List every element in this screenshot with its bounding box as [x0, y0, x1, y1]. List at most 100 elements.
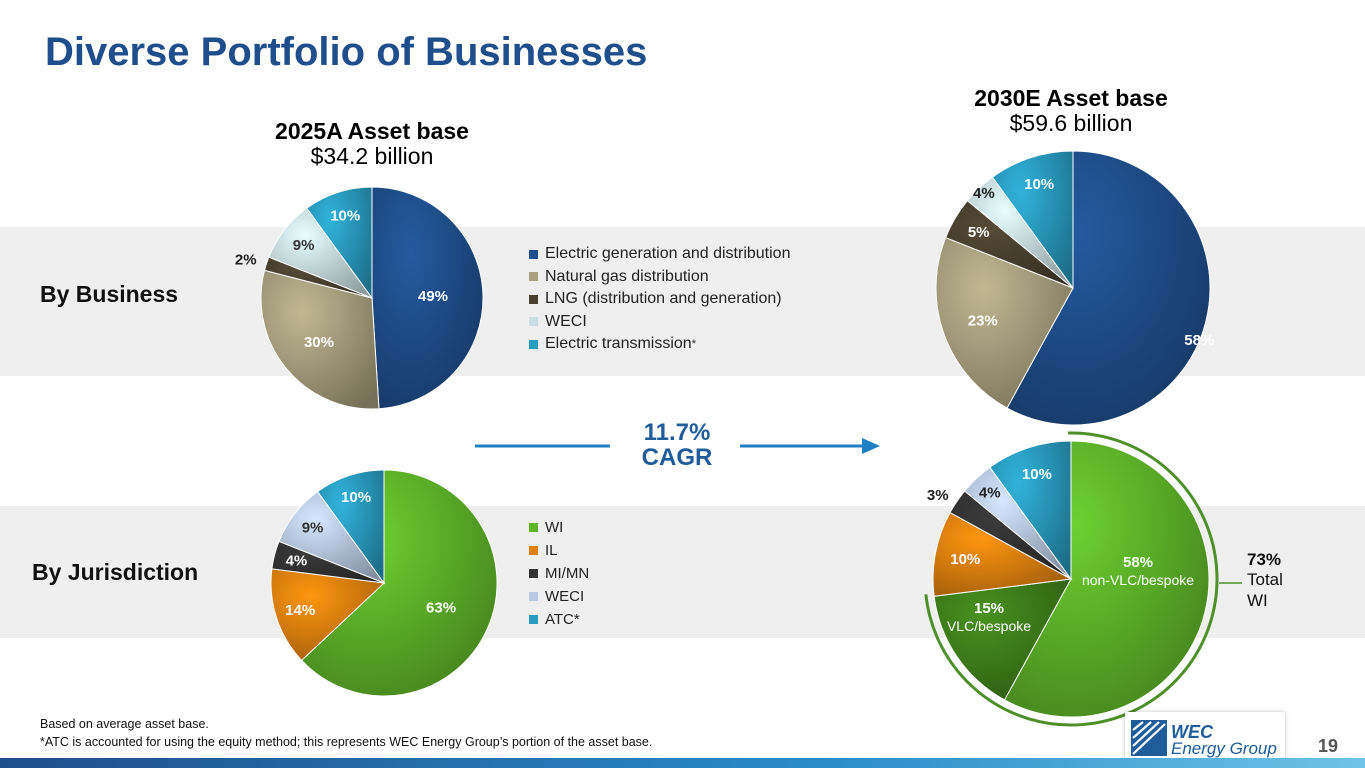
- pie-data-label: 10%: [950, 551, 980, 568]
- legend-item: WI: [529, 516, 589, 539]
- pie-data-label: 63%: [426, 600, 456, 617]
- pie-data-label: 10%: [1022, 466, 1052, 483]
- pie-2030-jurisdiction: 58%non-VLC/bespoke 15%VLC/bespoke 10% 3% 4% 1…: [924, 431, 1242, 727]
- pie-2025-jurisdiction: 63% 14% 4% 9% 10%: [270, 469, 498, 697]
- legend-label: LNG (distribution and generation): [545, 290, 782, 308]
- page-number: 19: [1318, 736, 1339, 756]
- legend-label: WI: [545, 519, 564, 536]
- chart-title-2030: 2030E Asset base $59.6 billion: [921, 85, 1221, 137]
- pie-slice-atc-: [316, 469, 385, 585]
- legend-item: MI/MN: [529, 562, 589, 585]
- cagr-callout: 11.7% CAGR: [612, 419, 742, 472]
- pie-data-label: 4%: [286, 553, 308, 570]
- total-wi-callout: 73% Total WI: [1247, 550, 1283, 611]
- total-wi-label-line1: Total: [1247, 570, 1283, 590]
- legend-item: WECI: [529, 311, 790, 334]
- total-wi-bracket-arc: [924, 431, 1219, 727]
- pie-data-label: 10%: [341, 489, 371, 506]
- legend-business: Electric generation and distribution Nat…: [529, 243, 790, 356]
- pie-2025-business: 49% 30% 2% 9% 10%: [235, 186, 484, 410]
- legend-label: Electric transmission: [545, 335, 692, 353]
- footnote-line1: Based on average asset base.: [40, 717, 209, 731]
- legend-label: Electric generation and distribution: [545, 245, 791, 263]
- footnote: Based on average asset base. *ATC is acc…: [40, 716, 652, 751]
- pie-data-label: 30%: [304, 334, 334, 351]
- legend-item: WECI: [529, 585, 589, 608]
- chart-title-2030-subtitle: $59.6 billion: [1009, 110, 1133, 137]
- legend-jurisdiction: WI IL MI/MN WECI ATC*: [529, 516, 589, 631]
- cagr-arrow: [475, 438, 880, 454]
- legend-swatch: [529, 523, 538, 532]
- row-label-business: By Business: [40, 281, 179, 307]
- legend-footnote-mark: *: [691, 338, 696, 351]
- slide-title: Diverse Portfolio of Businesses: [45, 30, 648, 74]
- pie-data-label: 14%: [285, 602, 315, 619]
- pie-2030-business: 58% 23% 5% 4% 10%: [935, 150, 1214, 426]
- chart-title-2025-subtitle: $34.2 billion: [310, 143, 434, 170]
- pie-data-label: 4%: [979, 484, 1001, 501]
- legend-swatch: [529, 546, 538, 555]
- pie-data-label: 15%: [974, 600, 1004, 617]
- legend-swatch: [529, 569, 538, 578]
- legend-item: Electric transmission *: [529, 333, 790, 356]
- pie-data-label: 49%: [418, 288, 448, 305]
- wec-logo-text: WEC Energy Group: [1171, 722, 1277, 759]
- legend-swatch: [529, 249, 538, 259]
- legend-label: MI/MN: [545, 565, 590, 582]
- pie-slice-non-vlc-bespoke: [1003, 440, 1210, 718]
- legend-item: ATC*: [529, 608, 589, 631]
- pie-data-label: 4%: [973, 185, 995, 202]
- legend-swatch: [529, 272, 538, 282]
- total-wi-label-line2: WI: [1247, 590, 1268, 610]
- legend-item: LNG (distribution and generation): [529, 288, 790, 311]
- pie-data-label: 10%: [1024, 176, 1054, 193]
- legend-label: WECI: [545, 588, 585, 605]
- wec-logo-line2: Energy Group: [1171, 739, 1277, 759]
- cagr-label: CAGR: [641, 444, 713, 472]
- legend-item: IL: [529, 539, 589, 562]
- pie-data-label: 58%: [1123, 554, 1153, 571]
- legend-swatch: [529, 317, 538, 327]
- pie-data-label: 58%: [1184, 332, 1214, 349]
- pie-data-label: 5%: [968, 224, 990, 241]
- legend-label: ATC*: [545, 611, 580, 628]
- pie-data-label: 9%: [302, 520, 324, 537]
- chart-title-2025: 2025A Asset base $34.2 billion: [222, 118, 522, 170]
- legend-label: WECI: [545, 312, 587, 330]
- legend-item: Electric generation and distribution: [529, 243, 790, 266]
- pie-slice-atc-: [989, 440, 1072, 581]
- pie-data-label: 10%: [330, 208, 360, 225]
- pie-slice-electric-generation-and-distribution: [371, 186, 484, 410]
- legend-swatch: [529, 592, 538, 601]
- pie-sublabel: VLC/bespoke: [947, 618, 1031, 634]
- legend-label: IL: [545, 542, 558, 559]
- legend-swatch: [529, 339, 538, 349]
- legend-item: Natural gas distribution: [529, 266, 790, 289]
- pie-slice-natural-gas-distribution: [935, 236, 1074, 409]
- pie-slice-vlc-bespoke: [933, 578, 1072, 701]
- total-wi-value: 73%: [1247, 550, 1282, 569]
- legend-swatch: [529, 615, 538, 624]
- pie-slice-natural-gas-distribution: [260, 269, 380, 410]
- footnote-line2: *ATC is accounted for using the equity m…: [40, 734, 653, 749]
- pie-data-label: 3%: [927, 487, 949, 504]
- chart-title-2025-heading: 2025A Asset base: [275, 118, 469, 144]
- wec-logo-icon: [1131, 720, 1167, 756]
- pie-data-label: 2%: [235, 252, 257, 269]
- pie-data-label: 23%: [968, 312, 998, 329]
- pie-slice-wi: [300, 469, 498, 697]
- chart-title-2030-heading: 2030E Asset base: [974, 85, 1168, 111]
- legend-label: Natural gas distribution: [545, 267, 709, 285]
- pie-data-label: 9%: [293, 237, 315, 254]
- wec-logo-line1: WEC: [1171, 722, 1213, 742]
- pie-sublabel: non-VLC/bespoke: [1082, 572, 1194, 588]
- pie-slice-electric-generation-and-distribution: [1006, 150, 1211, 426]
- legend-swatch: [529, 294, 538, 304]
- pie-slice-il: [270, 568, 386, 662]
- row-label-jurisdiction: By Jurisdiction: [32, 559, 199, 585]
- footer-bar: [0, 758, 1365, 768]
- pie-slice-electric-transmission-: [991, 150, 1074, 290]
- cagr-arrow-head: [862, 438, 880, 454]
- cagr-value: 11.7%: [643, 419, 711, 446]
- pie-slice-electric-transmission-: [306, 186, 373, 300]
